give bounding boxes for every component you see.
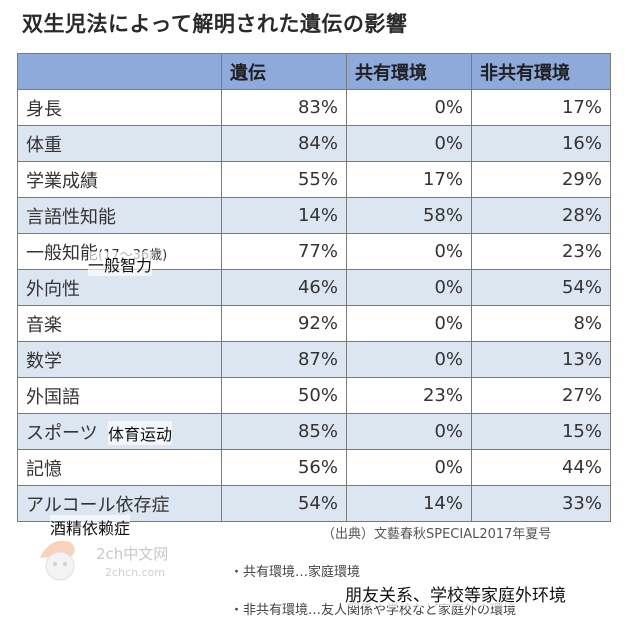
overlay-alcoholism: 酒精依赖症 bbox=[50, 515, 131, 539]
note-nonshared-environment: ・非共有環境…友人関係や学校など家庭外の環境 bbox=[230, 603, 517, 618]
header-nonshared-env: 非共有環境 bbox=[471, 53, 611, 90]
overlay-general-intelligence: 一般智力 bbox=[88, 252, 153, 276]
table-row: 数学 87% 0% 13% bbox=[17, 341, 611, 378]
trait-name: 言語性知能 bbox=[26, 206, 116, 228]
watermark-logo bbox=[40, 540, 75, 581]
trait-name: 数学 bbox=[26, 350, 62, 372]
heredity-cell: 77% bbox=[221, 233, 347, 270]
shared-env-cell: 0% bbox=[346, 305, 472, 342]
nonshared-env-cell: 13% bbox=[471, 341, 611, 378]
table-row: 音楽 92% 0% 8% bbox=[17, 305, 611, 342]
heredity-cell: 14% bbox=[221, 197, 347, 234]
source-citation: （出典）文藝春秋SPECIAL2017年夏号 bbox=[322, 527, 552, 542]
trait-name-cell: 体重 bbox=[17, 125, 222, 162]
nonshared-env-cell: 29% bbox=[471, 161, 611, 198]
shared-env-cell: 17% bbox=[346, 161, 472, 198]
heritability-table: 遺伝 共有環境 非共有環境 身長 83% 0% 17% 体重 84% 0% 16% 学業成績 55… bbox=[17, 53, 611, 522]
nonshared-env-cell: 27% bbox=[471, 377, 611, 414]
table-row: 記憶 56% 0% 44% bbox=[17, 449, 611, 486]
heredity-cell: 92% bbox=[221, 305, 347, 342]
trait-name: 一般知能 bbox=[26, 242, 98, 264]
table-row: 一般知能(17～36歳)77%0%23% bbox=[17, 233, 611, 270]
watermark-text-main: 2ch中文网 bbox=[96, 545, 169, 563]
nonshared-env-cell: 15% bbox=[471, 413, 611, 450]
heredity-cell: 54% bbox=[221, 485, 347, 522]
nonshared-env-cell: 16% bbox=[471, 125, 611, 162]
nonshared-env-cell: 44% bbox=[471, 449, 611, 486]
table-row: 外国語 50% 23% 27% bbox=[17, 377, 611, 414]
shared-env-cell: 0% bbox=[346, 413, 472, 450]
shared-env-cell: 0% bbox=[346, 341, 472, 378]
nonshared-env-cell: 17% bbox=[471, 89, 611, 126]
table-row: 体重 84% 0% 16% bbox=[17, 125, 611, 162]
header-heredity: 遺伝 bbox=[221, 53, 347, 90]
heredity-cell: 85% bbox=[221, 413, 347, 450]
heredity-cell: 84% bbox=[221, 125, 347, 162]
shared-env-cell: 58% bbox=[346, 197, 472, 234]
header-trait bbox=[17, 53, 222, 90]
table-header-row: 遺伝 共有環境 非共有環境 bbox=[17, 53, 611, 90]
trait-name-cell: 言語性知能 bbox=[17, 197, 222, 234]
trait-name-cell: 記憶 bbox=[17, 449, 222, 486]
trait-name-cell: 身長 bbox=[17, 89, 222, 126]
watermark-text-url: 2chcn.com bbox=[105, 566, 166, 579]
heredity-cell: 56% bbox=[221, 449, 347, 486]
overlay-friends-school: 朋友关系、学校等家庭外环境 bbox=[345, 581, 566, 606]
heredity-cell: 83% bbox=[221, 89, 347, 126]
shared-env-cell: 0% bbox=[346, 233, 472, 270]
trait-name: 体重 bbox=[26, 134, 62, 156]
shared-env-cell: 0% bbox=[346, 125, 472, 162]
trait-name: 外向性 bbox=[26, 278, 80, 300]
heredity-cell: 55% bbox=[221, 161, 347, 198]
table-row: 身長 83% 0% 17% bbox=[17, 89, 611, 126]
page-title: 双生児法によって解明された遺伝の影響 bbox=[22, 12, 408, 36]
table-row: 学業成績 55% 17% 29% bbox=[17, 161, 611, 198]
trait-name: 身長 bbox=[26, 98, 62, 120]
heredity-cell: 50% bbox=[221, 377, 347, 414]
shared-env-cell: 0% bbox=[346, 449, 472, 486]
shared-env-cell: 23% bbox=[346, 377, 472, 414]
shared-env-cell: 0% bbox=[346, 89, 472, 126]
trait-name: アルコール依存症 bbox=[26, 494, 170, 516]
nonshared-env-cell: 8% bbox=[471, 305, 611, 342]
nonshared-env-cell: 54% bbox=[471, 269, 611, 306]
nonshared-env-cell: 28% bbox=[471, 197, 611, 234]
header-shared-env: 共有環境 bbox=[346, 53, 472, 90]
overlay-sports: 体育运动 bbox=[108, 421, 173, 445]
trait-name-cell: 数学 bbox=[17, 341, 222, 378]
shared-env-cell: 0% bbox=[346, 269, 472, 306]
shared-env-cell: 14% bbox=[346, 485, 472, 522]
nonshared-env-cell: 23% bbox=[471, 233, 611, 270]
trait-name: 学業成績 bbox=[26, 170, 98, 192]
trait-name-cell: 外国語 bbox=[17, 377, 222, 414]
table-row: スポーツ 85% 0% 15% bbox=[17, 413, 611, 450]
note-shared-environment: ・共有環境…家庭環境 bbox=[230, 565, 361, 580]
trait-name: スポーツ bbox=[26, 422, 98, 444]
trait-name-cell: 音楽 bbox=[17, 305, 222, 342]
trait-name: 記憶 bbox=[26, 458, 62, 480]
heredity-cell: 46% bbox=[221, 269, 347, 306]
nonshared-env-cell: 33% bbox=[471, 485, 611, 522]
heredity-cell: 87% bbox=[221, 341, 347, 378]
table-row: 言語性知能 14% 58% 28% bbox=[17, 197, 611, 234]
trait-name-cell: 学業成績 bbox=[17, 161, 222, 198]
trait-name: 外国語 bbox=[26, 386, 80, 408]
trait-name: 音楽 bbox=[26, 314, 62, 336]
